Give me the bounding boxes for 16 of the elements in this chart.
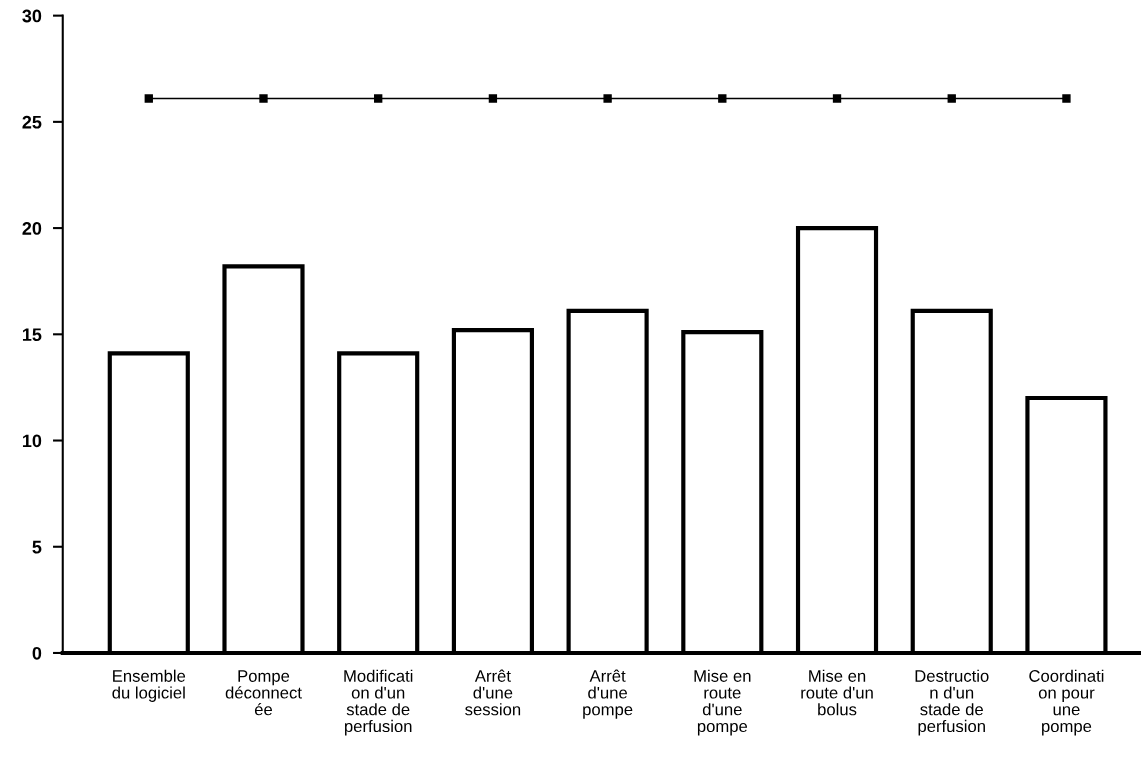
y-tick-label: 0 <box>32 646 42 660</box>
x-tick-label: Arrêt d'une pompe <box>583 669 633 719</box>
y-tick-label: 25 <box>22 115 42 129</box>
x-tick-label: Coordinati on pour une pompe <box>1029 669 1104 736</box>
x-tick-label: Mise en route d'une pompe <box>694 669 751 736</box>
x-tick-label: Arrêt d'une session <box>465 669 521 716</box>
y-tick-label: 5 <box>32 540 42 554</box>
y-tick-label: 15 <box>22 328 42 342</box>
x-tick-label: Mise en route d'un bolus <box>801 669 873 716</box>
x-tick-label: Destructio n d'un stade de perfusion <box>915 669 989 736</box>
y-tick-label: 30 <box>22 9 42 23</box>
x-tick-label: Ensemble du logiciel <box>112 669 186 702</box>
y-tick-label: 10 <box>22 434 42 448</box>
x-tick-label: Modificati on d'un stade de perfusion <box>344 669 413 736</box>
y-tick-label: 20 <box>22 222 42 235</box>
x-tick-label: Pompe déconnect ée <box>225 670 302 716</box>
